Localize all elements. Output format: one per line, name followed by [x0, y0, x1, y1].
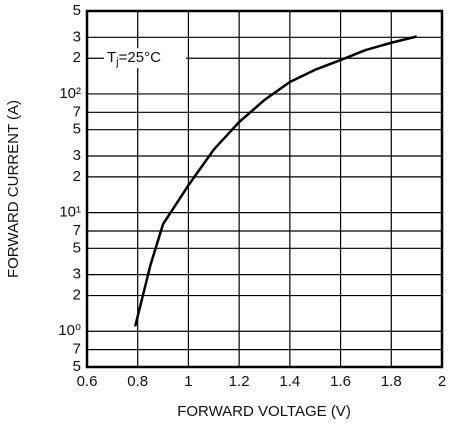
x-tick-label: 0.8	[127, 373, 148, 390]
y-tick-label: 2	[73, 168, 81, 185]
x-tick-label: 2	[438, 373, 446, 390]
x-tick-label: 1.6	[330, 373, 351, 390]
y-tick-label: 5	[73, 358, 81, 375]
y-tick-label: 2	[73, 49, 81, 66]
x-axis-title: FORWARD VOLTAGE (V)	[177, 403, 351, 420]
y-tick-label: 10⁰	[58, 322, 81, 339]
annotation-text: =25°C	[119, 49, 161, 66]
curve	[133, 35, 417, 327]
y-tick-label: 3	[73, 147, 81, 164]
x-tick-label: 1.4	[279, 373, 300, 390]
y-tick-label: 10¹	[59, 204, 81, 221]
x-tick-label: 1.2	[229, 373, 250, 390]
x-tick-label: 1	[184, 373, 192, 390]
y-tick-label: 10²	[59, 85, 81, 102]
y-tick-label: 5	[73, 121, 81, 138]
y-tick-label: 7	[73, 103, 81, 120]
y-tick-label: 3	[73, 28, 81, 45]
y-tick-label: 2	[73, 287, 81, 304]
y-tick-label: 7	[73, 341, 81, 358]
y-tick-label: 3	[73, 266, 81, 283]
x-tick-label: 1.8	[381, 373, 402, 390]
annotation-subscript: j	[115, 56, 118, 68]
y-tick-label: 5	[73, 2, 81, 19]
y-tick-label: 7	[73, 222, 81, 239]
plot-frame	[85, 9, 444, 369]
annotation: Tj=25°C	[107, 49, 161, 68]
annotation-symbol: T	[107, 49, 116, 66]
y-axis-title: FORWARD CURRENT (A)	[5, 100, 22, 278]
x-tick-label: 0.6	[77, 373, 98, 390]
annotation-background	[104, 48, 186, 69]
y-tick-label: 5	[73, 239, 81, 256]
